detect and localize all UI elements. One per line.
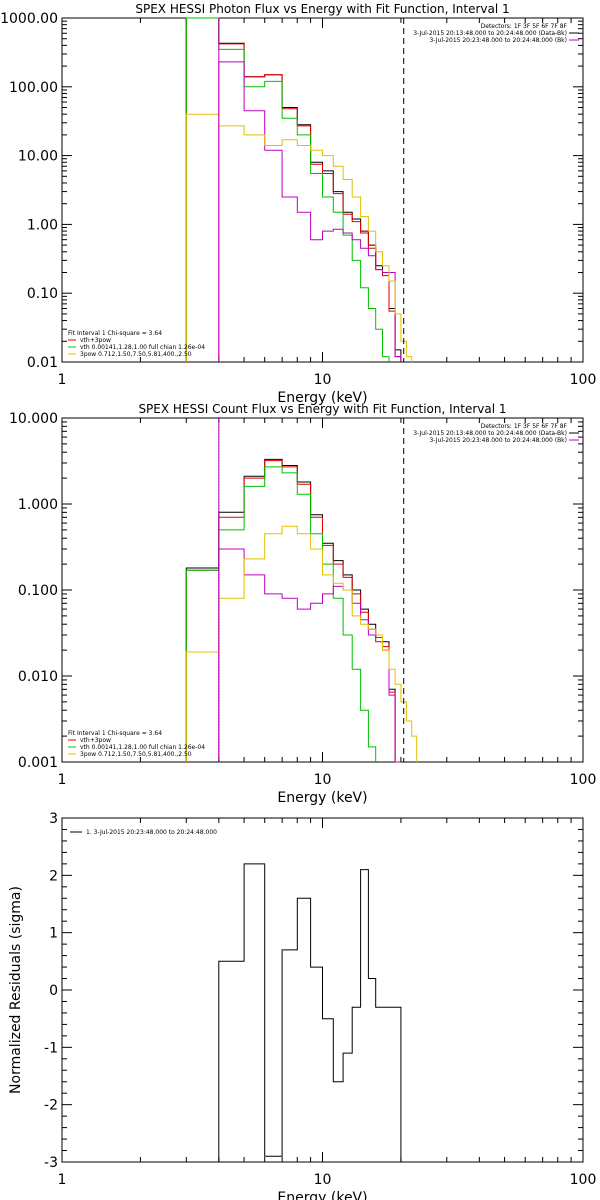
series-line [218,61,402,362]
y-tick-label: 1 [49,926,58,942]
series-3 [185,466,377,762]
chart-panel-1: SPEX HESSI Photon Flux vs Energy with Fi… [0,2,596,406]
legend-entry: 3-Jul-2015 20:13:48.000 to 20:24:48.000 … [413,430,567,437]
x-tick-label: 1 [58,1172,67,1188]
plot-frame [61,417,584,763]
x-tick-label: 10 [314,772,332,788]
y-tick-label: 3 [49,811,58,827]
legend-entry: Fit Interval 1 Chi-square = 3.64 [68,730,162,737]
legend-entry: Detectors: 1F 3F 5F 6F 7F 8F [481,423,568,430]
x-axis-label: Energy (keV) [277,1190,367,1200]
y-tick-label: 0.100 [18,583,58,599]
x-tick-label: 100 [570,1172,597,1188]
series-line [185,466,377,762]
chart-title: SPEX HESSI Photon Flux vs Energy with Fi… [135,2,509,16]
legend-entry: vth 0.00141,1.28,1.00 full chian 1.26e-0… [80,344,205,351]
y-axis-label: Normalized Residuals (sigma) [8,886,24,1094]
chart-title: SPEX HESSI Count Flux vs Energy with Fit… [138,402,506,416]
y-tick-label: -3 [44,1155,58,1171]
series-2 [185,17,402,362]
y-tick-label: 100.00 [9,80,58,96]
x-tick-label: 10 [314,1172,332,1188]
series-line [185,17,402,362]
y-tick-label: 10.00 [18,149,58,165]
legend-entry: 3-Jul-2015 20:23:48.000 to 20:24:48.000 … [429,37,567,44]
series-line [185,17,390,362]
series-4 [218,61,402,362]
legend-entry: 3pow 0.712,1.50,7.50,5.81,400.,2.50 [80,351,192,358]
series-4 [218,548,401,763]
chart-panel-2: SPEX HESSI Count Flux vs Energy with Fit… [9,402,596,806]
x-axis-label: Energy (keV) [277,790,367,806]
x-axis-label: Energy (keV) [277,390,367,406]
x-tick-label: 100 [570,372,597,388]
series-3 [185,17,390,362]
series-1 [185,458,396,762]
legend-entry: vth+3pow [80,337,111,344]
legend-entry: 3pow 0.712,1.50,7.50,5.81,400.,2.50 [80,751,192,758]
chart-panel-3: 1 10 100 -3 -2 -1 0 1 2 3 Energy (keV) Normalized R… [8,811,596,1200]
y-tick-label: 1.00 [27,217,58,233]
legend-entry: Detectors: 1F 3F 5F 6F 7F 8F [481,23,568,30]
x-tick-label: 1 [58,772,67,788]
y-tick-label: 1000.00 [0,11,58,27]
series-line [185,460,396,762]
y-tick-label: 1.000 [18,497,58,513]
series-5 [185,525,418,762]
legend-entry: vth 0.00141,1.28,1.00 full chian 1.26e-0… [80,744,205,751]
series-line [185,525,418,762]
y-tick-label: 10.000 [9,411,58,427]
series-line [185,113,413,362]
y-tick-label: -2 [44,1098,58,1114]
series-line [185,458,396,762]
series-1 [218,863,402,1162]
y-tick-label: 0 [49,983,58,999]
y-tick-label: 0.010 [18,669,58,685]
series-2 [185,460,396,762]
legend-entry: 1. 3-Jul-2015 20:23:48.000 to 20:24:48.0… [86,829,217,836]
y-tick-label: 0.001 [18,755,58,771]
series-line [218,863,402,1162]
x-tick-label: 1 [58,372,67,388]
y-tick-label: 2 [49,868,58,884]
legend-entry: 3-Jul-2015 20:13:48.000 to 20:24:48.000 … [413,30,567,37]
y-tick-label: 0.10 [27,286,58,302]
x-tick-label: 10 [314,372,332,388]
series-line [218,548,401,763]
series-5 [185,113,413,362]
legend-entry: 3-Jul-2015 20:23:48.000 to 20:24:48.000 … [429,437,567,444]
legend-entry: Fit Interval 1 Chi-square = 3.64 [68,330,162,337]
legend-entry: vth+3pow [80,737,111,744]
y-tick-label: 0.01 [27,355,58,371]
x-tick-label: 100 [570,772,597,788]
y-tick-label: -1 [44,1040,58,1056]
